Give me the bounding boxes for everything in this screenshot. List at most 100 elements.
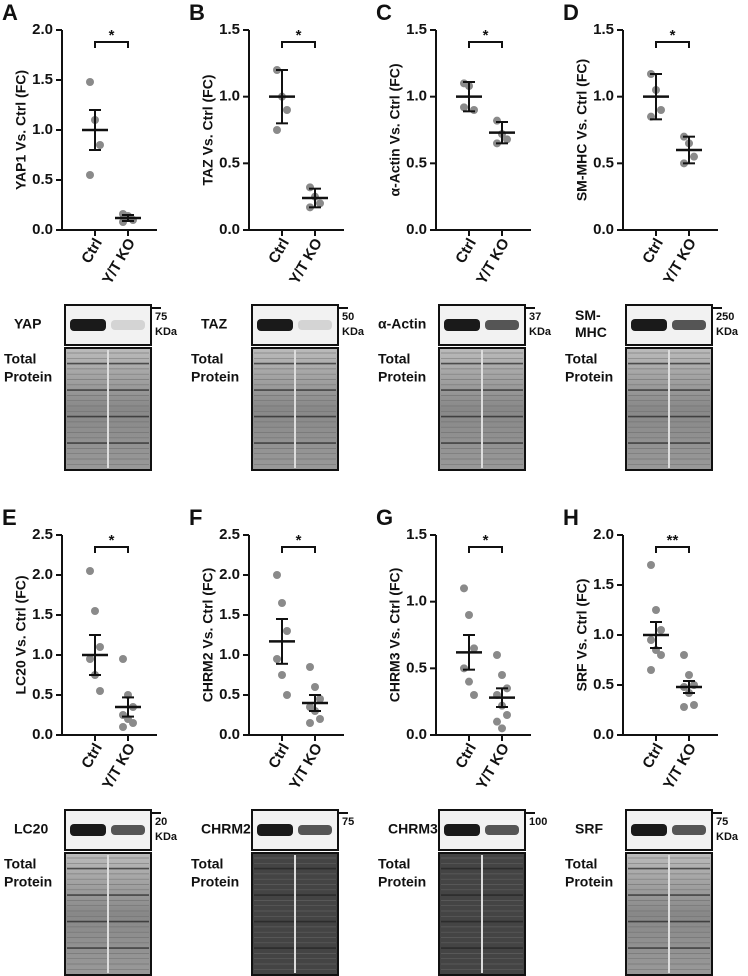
significance: * bbox=[483, 532, 489, 549]
marker-size: 75 bbox=[716, 816, 728, 828]
data-point bbox=[657, 626, 665, 634]
total-protein-label: Total bbox=[378, 856, 410, 872]
total-protein-label: Protein bbox=[4, 874, 52, 890]
data-point bbox=[119, 723, 127, 731]
significance-bracket bbox=[94, 546, 129, 553]
data-point bbox=[460, 103, 468, 112]
data-point bbox=[690, 152, 698, 161]
data-point bbox=[86, 78, 94, 86]
significance: * bbox=[109, 27, 115, 44]
y-tick-label: 0.0 bbox=[32, 221, 53, 238]
significance-bracket bbox=[468, 546, 503, 553]
x-tick-label: Ctrl bbox=[639, 235, 667, 266]
marker-unit: KDa bbox=[342, 326, 365, 338]
marker-unit: KDa bbox=[155, 326, 178, 338]
blot-box bbox=[251, 809, 339, 851]
y-tick-label: 0.0 bbox=[406, 726, 427, 743]
y-tick-label: 0.0 bbox=[593, 726, 614, 743]
significance-bracket bbox=[94, 41, 129, 48]
y-tick-label: 0.0 bbox=[32, 726, 53, 743]
blot-band bbox=[257, 319, 293, 331]
data-point bbox=[119, 655, 127, 663]
total-protein-label: Protein bbox=[565, 369, 613, 385]
blot-label: SM- bbox=[575, 307, 601, 323]
y-tick-label: 2.0 bbox=[219, 566, 240, 583]
y-tick-label: 2.5 bbox=[32, 526, 53, 543]
data-point bbox=[273, 571, 281, 579]
panel-letter: C bbox=[376, 0, 392, 25]
x-tick-label: Ctrl bbox=[265, 740, 293, 771]
data-point bbox=[470, 106, 478, 114]
data-point bbox=[652, 606, 660, 614]
y-tick-label: 0.0 bbox=[219, 726, 240, 743]
y-axis-label: CHRM2 Vs. Ctrl (FC) bbox=[200, 568, 216, 703]
marker-size: 250 bbox=[716, 311, 734, 323]
x-tick-label: Ctrl bbox=[78, 740, 106, 771]
data-point bbox=[86, 655, 94, 663]
blot-band bbox=[631, 319, 667, 331]
data-point bbox=[498, 671, 506, 679]
y-tick-label: 1.5 bbox=[593, 21, 614, 38]
y-tick-label: 0.5 bbox=[219, 154, 240, 171]
blot-band bbox=[298, 825, 332, 835]
data-point bbox=[460, 584, 468, 593]
marker-unit: KDa bbox=[716, 831, 739, 843]
significance: * bbox=[296, 27, 302, 44]
panel-letter: D bbox=[563, 0, 579, 25]
y-tick-label: 0.0 bbox=[219, 221, 240, 238]
data-point bbox=[306, 663, 314, 671]
significance: ** bbox=[667, 532, 679, 549]
significance: * bbox=[109, 532, 115, 549]
x-tick-label: Y/T KO bbox=[660, 235, 700, 287]
y-tick-label: 1.0 bbox=[219, 88, 240, 105]
marker-size: 75 bbox=[155, 311, 167, 323]
blot-band bbox=[631, 824, 667, 836]
blot-band bbox=[672, 320, 706, 330]
y-tick-label: 0.5 bbox=[406, 659, 427, 676]
blot-label: YAP bbox=[14, 316, 42, 332]
marker-unit: KDa bbox=[716, 326, 739, 338]
data-point bbox=[316, 695, 324, 703]
data-point bbox=[96, 141, 104, 149]
y-tick-label: 1.0 bbox=[406, 593, 427, 610]
data-point bbox=[91, 607, 99, 615]
data-point bbox=[503, 711, 511, 719]
y-tick-label: 0.5 bbox=[593, 154, 614, 171]
data-point bbox=[273, 126, 281, 134]
marker-size: 100 bbox=[529, 816, 547, 828]
y-tick-label: 2.0 bbox=[593, 526, 614, 543]
significance-bracket bbox=[281, 41, 316, 48]
y-tick-label: 1.5 bbox=[32, 71, 53, 88]
x-tick-label: Y/T KO bbox=[99, 740, 139, 792]
blot-label: MHC bbox=[575, 324, 607, 340]
y-axis-label: YAP1 Vs. Ctrl (FC) bbox=[13, 70, 29, 190]
data-point bbox=[306, 719, 314, 727]
total-protein-label: Protein bbox=[4, 369, 52, 385]
y-tick-label: 1.0 bbox=[593, 88, 614, 105]
marker-size: 20 bbox=[155, 816, 167, 828]
y-axis-label: SRF Vs. Ctrl (FC) bbox=[574, 579, 590, 692]
data-point bbox=[690, 701, 698, 709]
y-tick-label: 1.5 bbox=[406, 21, 427, 38]
data-point bbox=[96, 643, 104, 651]
panel-letter: H bbox=[563, 505, 579, 530]
y-tick-label: 1.5 bbox=[219, 606, 240, 623]
data-point bbox=[278, 671, 286, 679]
data-point bbox=[283, 106, 291, 114]
data-point bbox=[657, 106, 665, 114]
blot-band bbox=[70, 824, 106, 836]
significance-bracket bbox=[655, 546, 690, 553]
data-point bbox=[680, 651, 688, 659]
y-tick-label: 0.5 bbox=[32, 686, 53, 703]
data-point bbox=[129, 719, 137, 727]
total-protein-label: Total bbox=[4, 856, 36, 872]
data-point bbox=[283, 627, 291, 635]
y-tick-label: 1.5 bbox=[593, 576, 614, 593]
blot-band bbox=[111, 825, 145, 835]
y-axis-label: TAZ Vs. Ctrl (FC) bbox=[200, 75, 216, 186]
y-tick-label: 1.5 bbox=[32, 606, 53, 623]
blot-band bbox=[70, 319, 106, 331]
total-protein-label: Total bbox=[4, 351, 36, 367]
significance-bracket bbox=[655, 41, 690, 48]
data-point bbox=[460, 664, 468, 673]
